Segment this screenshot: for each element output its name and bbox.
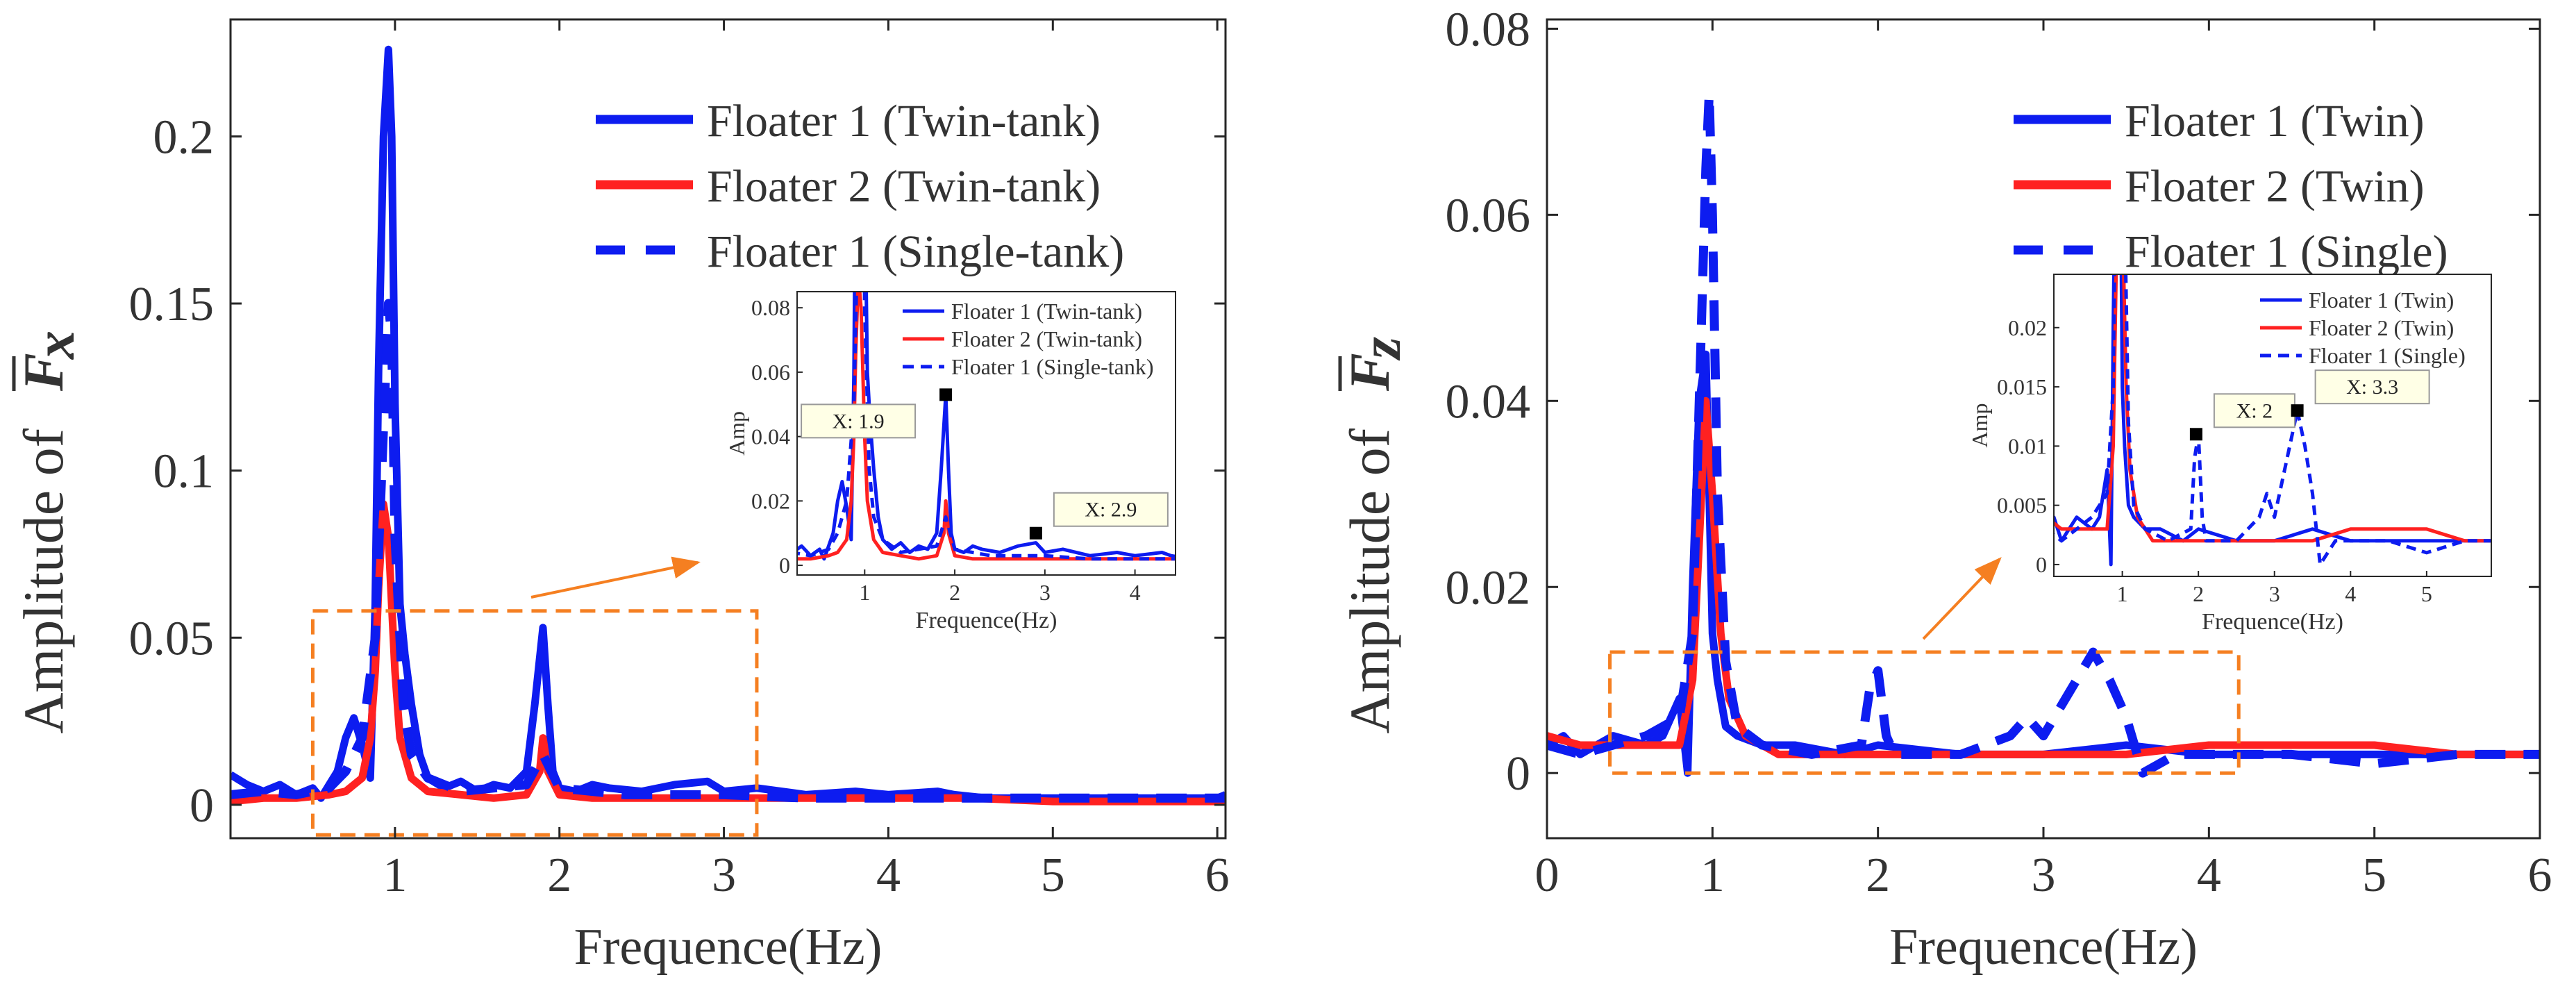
left-inset-ytick-label: 0.04 bbox=[751, 424, 790, 449]
right-inset-ytick-label: 0 bbox=[2036, 552, 2047, 577]
left-legend-label-2: Floater 2 (Twin-tank) bbox=[707, 161, 1101, 212]
left-inset-xtick-label: 4 bbox=[1130, 580, 1141, 605]
left-inset-ytick-label: 0.08 bbox=[751, 295, 790, 320]
right-xtick-label: 1 bbox=[1700, 849, 1725, 902]
right-datatip-box-1 bbox=[2213, 393, 2295, 428]
left-y-axis-label: Amplitude of Fx bbox=[12, 331, 86, 734]
right-xtick-label: 3 bbox=[2032, 849, 2056, 902]
left-inset-ytick-label: 0.06 bbox=[751, 360, 790, 385]
right-panel: 0 1 2 3 4 5 6 0 0.02 0.04 0.06 0.08 Frequence(Hz) Amp… bbox=[1338, 3, 2552, 976]
left-xtick-label: 1 bbox=[383, 849, 407, 902]
right-inset-ytick-label: 0.005 bbox=[1997, 493, 2047, 518]
right-xtick-label: 6 bbox=[2528, 849, 2552, 902]
right-datatip-label-1: X: 2 bbox=[2236, 399, 2273, 422]
right-x-axis-label: Frequence(Hz) bbox=[1889, 919, 2198, 976]
right-inset-y-axis-label: Amp bbox=[1967, 403, 1992, 448]
right-inset-ytick-label: 0.01 bbox=[2008, 433, 2047, 458]
left-datatip-marker-2[interactable] bbox=[1029, 526, 1042, 540]
right-series-3-line bbox=[1547, 89, 2540, 778]
left-xtick-label: 2 bbox=[547, 849, 571, 902]
right-y-axis-label: Amplitude of Fz bbox=[1338, 337, 1412, 734]
left-inset-series-3-line bbox=[797, 292, 1176, 561]
left-zoom-box bbox=[310, 609, 759, 837]
left-xtick-label: 6 bbox=[1205, 849, 1230, 902]
right-datatip-box-2 bbox=[2314, 369, 2430, 405]
left-xtick-label: 3 bbox=[712, 849, 736, 902]
left-series-3-line bbox=[231, 299, 1226, 803]
left-inset-legend-label-1: Floater 1 (Twin-tank) bbox=[951, 299, 1142, 324]
right-ytick-label: 0.04 bbox=[1446, 375, 1531, 428]
left-ytick-label: 0.15 bbox=[129, 278, 215, 331]
right-zoom-arrow bbox=[1922, 557, 2002, 640]
right-legend-label-1: Floater 1 (Twin) bbox=[2125, 96, 2425, 147]
left-y-axis-label-subscript: x bbox=[23, 331, 86, 360]
right-inset-legend-label-1: Floater 1 (Twin) bbox=[2309, 288, 2454, 312]
left-axes-frame bbox=[229, 18, 1227, 840]
left-ytick-label: 0.2 bbox=[153, 110, 215, 164]
right-ytick-label: 0.06 bbox=[1446, 189, 1531, 242]
right-inset-xtick-label: 3 bbox=[2269, 581, 2280, 606]
right-inset-xtick-label: 5 bbox=[2421, 581, 2432, 606]
left-zoom-arrow bbox=[530, 556, 701, 599]
left-series-group bbox=[231, 45, 1226, 806]
left-xtick-label: 5 bbox=[1041, 849, 1065, 902]
right-series-group bbox=[1547, 89, 2540, 778]
right-zoom-box bbox=[1608, 650, 2241, 775]
left-ytick-label: 0 bbox=[190, 779, 214, 833]
right-y-axis-label-subscript: z bbox=[1349, 337, 1412, 361]
right-datatip-marker-2[interactable] bbox=[2291, 404, 2304, 417]
right-ytick-label: 0 bbox=[1506, 747, 1530, 801]
right-ytick-label: 0.08 bbox=[1446, 3, 1531, 56]
left-y-axis-label-prefix: Amplitude of bbox=[12, 428, 75, 733]
left-inset-series-group bbox=[797, 292, 1176, 561]
right-y-axis-label-prefix: Amplitude of bbox=[1338, 428, 1401, 733]
left-y-axis-label-symbol: F bbox=[12, 353, 75, 392]
left-datatip-label-2: X: 2.9 bbox=[1085, 499, 1137, 522]
left-inset-legend-label-3: Floater 1 (Single-tank) bbox=[951, 354, 1153, 379]
left-ytick-label: 0.1 bbox=[153, 445, 215, 499]
right-inset-legend-label-3: Floater 1 (Single) bbox=[2309, 343, 2466, 368]
right-datatip-label-2: X: 3.3 bbox=[2346, 376, 2398, 399]
right-inset-xtick-label: 2 bbox=[2193, 581, 2204, 606]
left-inset: 1 2 3 4 0 0.02 0.04 0.06 0.08 Frequence(Hz) Amp Flo… bbox=[724, 291, 1176, 633]
left-datatip-box-1 bbox=[801, 403, 917, 439]
left-inset-series-1-line bbox=[797, 292, 1176, 561]
right-inset-xtick-label: 1 bbox=[2117, 581, 2128, 606]
right-ytick-label: 0.02 bbox=[1446, 561, 1531, 615]
left-inset-ytick-label: 0.02 bbox=[751, 488, 790, 513]
right-xtick-label: 5 bbox=[2362, 849, 2386, 902]
right-datatip-marker-1[interactable] bbox=[2189, 428, 2202, 441]
right-inset-x-axis-label: Frequence(Hz) bbox=[2202, 609, 2343, 635]
right-xtick-label: 0 bbox=[1535, 849, 1559, 902]
left-x-axis-label: Frequence(Hz) bbox=[574, 919, 883, 976]
left-inset-xtick-label: 2 bbox=[949, 580, 960, 605]
left-ytick-label: 0.05 bbox=[129, 612, 215, 665]
right-inset: 1 2 3 4 5 0 0.005 0.01 0.015 0.02 Frequence(Hz) Amp… bbox=[1967, 274, 2492, 635]
left-inset-frame bbox=[796, 291, 1176, 576]
left-inset-legend-label-2: Floater 2 (Twin-tank) bbox=[951, 326, 1142, 351]
left-xtick-label: 4 bbox=[876, 849, 901, 902]
left-datatip-box-2 bbox=[1053, 492, 1169, 527]
left-inset-xtick-label: 3 bbox=[1039, 580, 1051, 605]
right-xtick-label: 2 bbox=[1866, 849, 1890, 902]
right-inset-legend-label-2: Floater 2 (Twin) bbox=[2309, 315, 2454, 340]
left-inset-y-axis-label: Amp bbox=[724, 411, 749, 456]
right-inset-frame bbox=[2053, 274, 2492, 577]
left-legend-label-1: Floater 1 (Twin-tank) bbox=[707, 96, 1101, 147]
left-datatip-label-1: X: 1.9 bbox=[833, 410, 885, 433]
left-panel: 1 2 3 4 5 6 0 0.05 0.1 0.15 0.2 Frequence(Hz) Amplit… bbox=[12, 18, 1230, 976]
left-inset-xtick-label: 1 bbox=[859, 580, 870, 605]
right-y-axis-label-symbol: F bbox=[1338, 353, 1401, 392]
left-legend-label-3: Floater 1 (Single-tank) bbox=[707, 226, 1124, 277]
right-legend-label-3: Floater 1 (Single) bbox=[2125, 226, 2448, 277]
right-inset-ytick-label: 0.02 bbox=[2008, 315, 2047, 340]
left-inset-ytick-label: 0 bbox=[779, 553, 790, 578]
right-inset-ytick-label: 0.015 bbox=[1997, 374, 2047, 399]
left-datatip-marker-1[interactable] bbox=[939, 388, 953, 401]
left-inset-x-axis-label: Frequence(Hz) bbox=[916, 608, 1057, 633]
right-xtick-label: 4 bbox=[2197, 849, 2221, 902]
right-inset-xtick-label: 4 bbox=[2345, 581, 2356, 606]
right-legend-label-2: Floater 2 (Twin) bbox=[2125, 161, 2425, 212]
